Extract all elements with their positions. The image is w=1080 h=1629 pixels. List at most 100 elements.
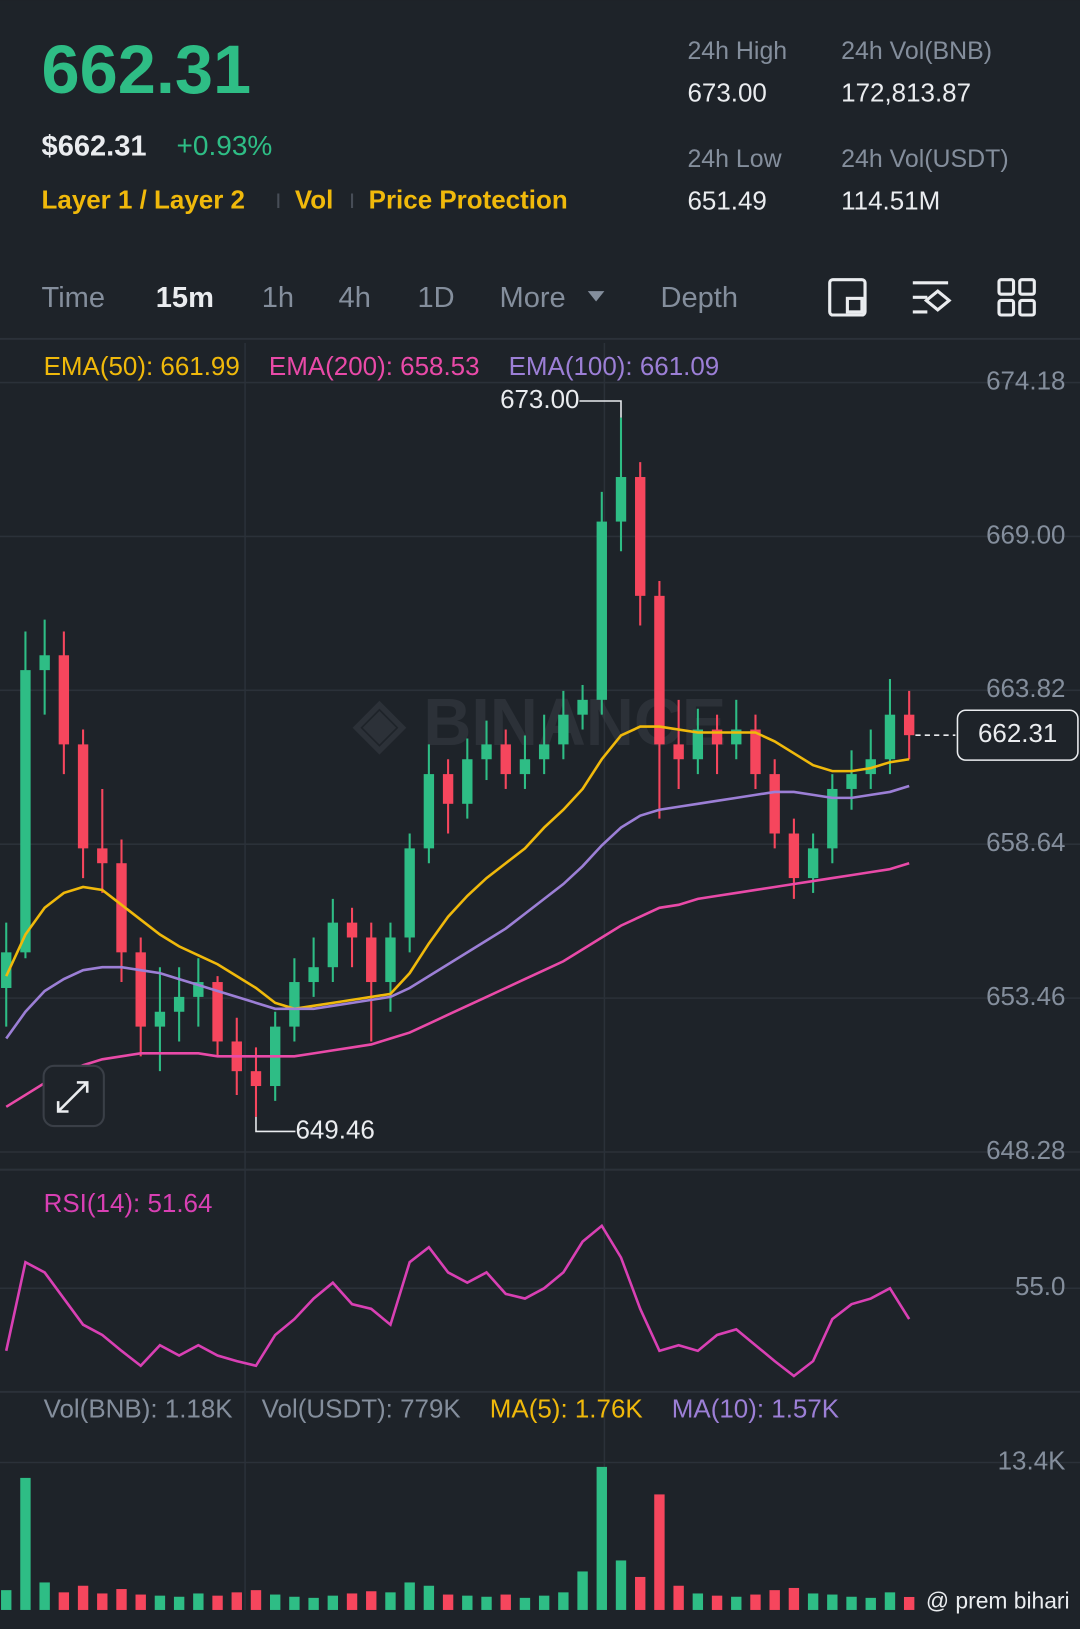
candle-body bbox=[404, 848, 415, 938]
volume-bar bbox=[173, 1596, 185, 1610]
volume-bar bbox=[289, 1596, 300, 1610]
volume-bar bbox=[385, 1592, 396, 1610]
low-label: 649.46 bbox=[295, 1114, 374, 1144]
candle-body bbox=[846, 774, 857, 789]
low-marker bbox=[255, 1116, 296, 1133]
candle-body bbox=[769, 774, 780, 834]
candle-body bbox=[442, 774, 454, 804]
candle-body bbox=[577, 699, 588, 715]
y-tick-label: 648.28 bbox=[986, 1135, 1065, 1165]
indicator-label: RSI(14): 51.64 bbox=[44, 1188, 213, 1218]
tab[interactable]: 4h bbox=[339, 282, 371, 314]
expand-icon bbox=[56, 1081, 89, 1113]
icon[interactable] bbox=[912, 281, 949, 314]
candle-body bbox=[654, 595, 665, 745]
candle-body bbox=[193, 982, 204, 997]
icon-part bbox=[997, 298, 1016, 317]
candle-body bbox=[366, 937, 377, 983]
candle-body bbox=[462, 759, 473, 804]
volume-bar bbox=[116, 1589, 127, 1610]
tag[interactable]: Price Protection bbox=[369, 185, 568, 215]
change: +0.93% bbox=[177, 130, 273, 161]
y-tick-label: 55.0 bbox=[1015, 1271, 1066, 1301]
tag[interactable]: Vol bbox=[295, 185, 333, 215]
candle-body bbox=[750, 729, 761, 775]
volume-bar bbox=[250, 1590, 262, 1610]
candle-body bbox=[596, 521, 607, 700]
stat-value: 673.00 bbox=[687, 78, 766, 108]
dropdown-arrow bbox=[587, 291, 605, 302]
legend-entry: EMA(100): 661.09 bbox=[509, 351, 720, 381]
volume-bar bbox=[807, 1593, 819, 1610]
candle-body bbox=[423, 774, 435, 849]
candle-body bbox=[154, 1011, 166, 1027]
stat-value: 172,813.87 bbox=[841, 78, 971, 108]
candle-body bbox=[1, 952, 12, 988]
stat-label: 24h High bbox=[687, 37, 787, 65]
volume-bar bbox=[788, 1587, 800, 1610]
tag[interactable]: Layer 1 / Layer 2 bbox=[42, 185, 245, 215]
candle-body bbox=[58, 655, 70, 745]
volume-bar bbox=[20, 1477, 31, 1610]
high-label: 673.00 bbox=[500, 384, 579, 414]
volume-bar bbox=[1, 1590, 12, 1610]
volume-bar bbox=[39, 1582, 50, 1610]
volume-bar bbox=[366, 1591, 377, 1610]
icon-part bbox=[1018, 278, 1036, 296]
candle-body bbox=[77, 744, 89, 849]
y-tick-label: 663.82 bbox=[986, 673, 1065, 703]
candle-body bbox=[289, 982, 300, 1027]
indicator-line bbox=[5, 784, 910, 1040]
volume-bar bbox=[596, 1466, 607, 1610]
tab[interactable]: Time bbox=[42, 282, 106, 314]
volume-bar bbox=[846, 1596, 857, 1610]
volume-bar bbox=[212, 1595, 223, 1610]
volume-bar bbox=[615, 1560, 627, 1610]
volume-bar bbox=[154, 1595, 166, 1610]
candle-body bbox=[788, 833, 800, 879]
indicator-line bbox=[4, 1223, 911, 1378]
toolbar-icons bbox=[828, 278, 1036, 317]
tab[interactable]: 1h bbox=[262, 282, 294, 314]
candle-body bbox=[500, 744, 511, 775]
volume-bar bbox=[654, 1494, 665, 1610]
candle-body bbox=[807, 848, 819, 879]
last-price-box bbox=[956, 709, 1079, 761]
volume-bar bbox=[519, 1597, 531, 1610]
candle-body bbox=[385, 937, 396, 983]
volume-bar bbox=[827, 1594, 838, 1610]
candle-body bbox=[884, 714, 896, 760]
stat-label: 24h Low bbox=[687, 145, 782, 173]
tab[interactable]: Depth bbox=[660, 282, 738, 314]
candle-body bbox=[308, 967, 319, 983]
candle-body bbox=[212, 982, 223, 1042]
volume-bar bbox=[500, 1594, 511, 1610]
watermark: @ prem bihari bbox=[926, 1588, 1070, 1614]
volume-bar bbox=[404, 1582, 415, 1610]
y-tick-label: 674.18 bbox=[986, 365, 1065, 395]
last-price-label: 662.31 bbox=[978, 718, 1057, 748]
tab[interactable]: More bbox=[499, 282, 565, 314]
candle-body bbox=[865, 759, 876, 775]
tab[interactable]: 1D bbox=[417, 282, 454, 314]
indicator-line bbox=[5, 725, 910, 1011]
volume-bar bbox=[97, 1593, 108, 1610]
volume-bar bbox=[692, 1593, 704, 1610]
candle-body bbox=[615, 477, 627, 522]
tab[interactable]: 15m bbox=[156, 282, 214, 314]
candle-body bbox=[558, 714, 569, 745]
stat-value: 651.49 bbox=[687, 186, 766, 216]
candle-body bbox=[673, 744, 684, 760]
volume-bar bbox=[577, 1571, 588, 1610]
volume-bar bbox=[769, 1590, 780, 1610]
volume-bar bbox=[481, 1596, 492, 1610]
candle-body bbox=[519, 759, 531, 775]
candle-body bbox=[692, 729, 704, 760]
icon[interactable] bbox=[997, 278, 1016, 296]
candle-body bbox=[97, 848, 108, 864]
icon-part bbox=[1018, 298, 1036, 317]
volume-bar bbox=[903, 1596, 915, 1610]
icon[interactable] bbox=[828, 278, 867, 317]
volume-bar bbox=[635, 1576, 646, 1610]
